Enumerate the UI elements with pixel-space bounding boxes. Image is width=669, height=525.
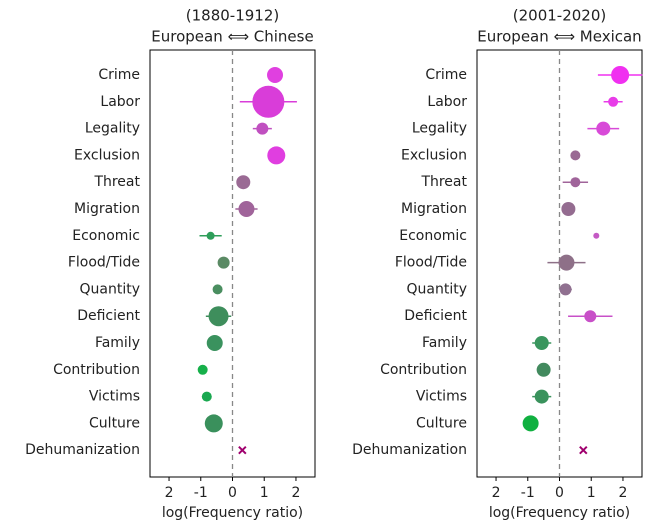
category-label: Migration [74, 201, 140, 217]
category-label: Dehumanization [352, 442, 467, 458]
x-tick-label: 1 [587, 485, 596, 501]
dot [534, 336, 549, 350]
x-tick-label: 0 [555, 485, 564, 501]
x-tick-label: 2 [492, 485, 501, 501]
dot [197, 364, 208, 375]
dot [236, 175, 251, 190]
panel-subtitle: European ⟺ Mexican [477, 28, 641, 46]
dot [252, 85, 285, 118]
category-label: Dehumanization [25, 442, 140, 458]
category-label: Exclusion [401, 147, 467, 163]
category-label: Flood/Tide [395, 255, 467, 271]
dot [206, 335, 223, 351]
panel-title: (1880-1912) [186, 7, 279, 25]
category-label: Deficient [77, 308, 140, 324]
dot [611, 66, 630, 84]
dot [208, 306, 229, 327]
cross-marker [579, 445, 588, 455]
category-label: Family [95, 335, 140, 351]
x-axis-label: log(Frequency ratio) [162, 505, 303, 521]
category-label: Crime [98, 67, 140, 83]
dot [267, 67, 284, 83]
dot [584, 310, 597, 323]
panel-title: (2001-2020) [513, 7, 606, 25]
category-label: Flood/Tide [68, 255, 140, 271]
x-tick-label: -1 [194, 485, 208, 501]
dot [522, 415, 539, 432]
x-axis-label: log(Frequency ratio) [489, 505, 630, 521]
dot [596, 121, 611, 136]
category-label: Legality [85, 121, 140, 137]
x-tick-label: 2 [165, 485, 174, 501]
category-label: Labor [427, 94, 467, 110]
dot [256, 122, 269, 135]
dot [570, 177, 581, 188]
dot [593, 232, 600, 239]
x-tick-label: 0 [228, 485, 237, 501]
category-label: Deficient [404, 308, 467, 324]
category-label: Migration [401, 201, 467, 217]
category-label: Victims [89, 389, 140, 405]
x-tick-label: 2 [292, 485, 301, 501]
dot [201, 391, 212, 402]
category-label: Family [422, 335, 467, 351]
dot [534, 389, 549, 404]
x-tick-label: -1 [521, 485, 535, 501]
category-label: Victims [416, 389, 467, 405]
dot [570, 150, 581, 161]
category-label: Quantity [407, 281, 468, 297]
dot [536, 362, 551, 377]
dot [212, 284, 223, 295]
dot [217, 256, 230, 269]
category-label: Culture [89, 415, 140, 431]
dot [238, 201, 255, 217]
category-label: Culture [416, 415, 467, 431]
category-label: Crime [425, 67, 467, 83]
cross-marker [238, 445, 247, 455]
category-label: Legality [412, 121, 467, 137]
dot [206, 231, 215, 240]
x-tick-label: 2 [619, 485, 628, 501]
category-label: Threat [420, 174, 467, 190]
category-label: Exclusion [74, 147, 140, 163]
category-label: Contribution [53, 362, 140, 378]
category-label: Economic [72, 228, 140, 244]
category-label: Threat [93, 174, 140, 190]
dot [558, 254, 575, 271]
dot [608, 96, 619, 107]
category-label: Quantity [80, 281, 141, 297]
category-label: Labor [100, 94, 140, 110]
dot [204, 414, 223, 433]
dot [267, 146, 286, 165]
panel-subtitle: European ⟺ Chinese [151, 28, 313, 46]
dot [561, 202, 576, 216]
category-label: Economic [399, 228, 467, 244]
dot [559, 283, 572, 296]
category-label: Contribution [380, 362, 467, 378]
x-tick-label: 1 [260, 485, 269, 501]
